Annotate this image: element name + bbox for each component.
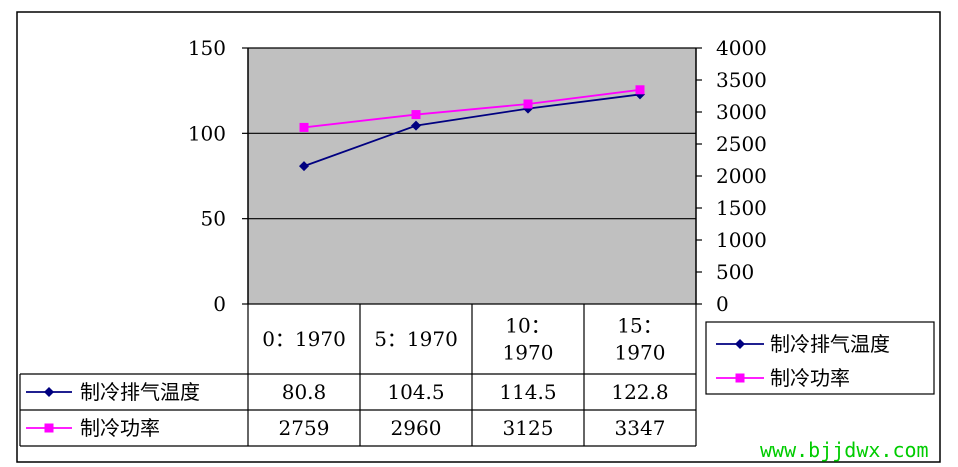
right-tick-label: 3500 bbox=[716, 68, 767, 92]
table-series-name: 制冷功率 bbox=[80, 416, 160, 440]
data-point bbox=[299, 161, 309, 172]
data-label: 122.8 bbox=[611, 380, 668, 404]
data-label: 114.5 bbox=[499, 380, 556, 404]
data-label: 2759 bbox=[279, 416, 330, 440]
right-tick-label: 3000 bbox=[716, 100, 767, 124]
data-label: 3347 bbox=[615, 416, 666, 440]
table-series-name: 制冷排气温度 bbox=[80, 380, 200, 404]
data-point bbox=[523, 99, 533, 109]
data-table: 0：1970 5：1970 10： 1970 15： 1970 制冷排气温度 80.8 104.… bbox=[19, 304, 697, 447]
series-layer bbox=[299, 85, 645, 172]
data-label: 3125 bbox=[503, 416, 554, 440]
right-tick-label: 2000 bbox=[716, 164, 767, 188]
legend-label: 制冷功率 bbox=[770, 366, 850, 390]
legend-label: 制冷排气温度 bbox=[770, 332, 890, 356]
series-line bbox=[303, 93, 641, 167]
watermark: www.bjjdwx.com bbox=[760, 438, 929, 462]
table-legend-key-marker bbox=[44, 387, 54, 397]
left-tick-label: 0 bbox=[213, 292, 226, 316]
left-tick-label: 150 bbox=[188, 36, 226, 60]
legend-key-marker bbox=[735, 373, 745, 383]
data-point bbox=[411, 110, 421, 120]
data-point bbox=[299, 122, 309, 132]
legend-key-marker bbox=[735, 339, 745, 349]
left-tick-label: 100 bbox=[188, 121, 226, 145]
right-axis-ticks: 0 500 1000 1500 2000 2500 3000 3500 4000 bbox=[696, 36, 767, 316]
left-tick-label: 50 bbox=[201, 207, 226, 231]
right-tick-label: 1500 bbox=[716, 196, 767, 220]
data-point bbox=[635, 85, 645, 95]
data-point bbox=[411, 120, 421, 131]
category-label: 5：1970 bbox=[374, 327, 458, 351]
category-label: 15： bbox=[617, 314, 662, 338]
right-tick-label: 0 bbox=[716, 292, 729, 316]
category-label: 1970 bbox=[615, 341, 666, 365]
data-label: 80.8 bbox=[282, 380, 327, 404]
right-tick-label: 1000 bbox=[716, 228, 767, 252]
right-tick-label: 500 bbox=[716, 260, 754, 284]
series-line bbox=[303, 88, 641, 129]
left-axis-ticks: 0 50 100 150 bbox=[188, 36, 248, 316]
right-tick-label: 2500 bbox=[716, 132, 767, 156]
data-label: 2960 bbox=[391, 416, 442, 440]
category-label: 0：1970 bbox=[262, 327, 346, 351]
data-label: 104.5 bbox=[387, 380, 444, 404]
table-legend-key-marker bbox=[44, 423, 54, 433]
right-tick-label: 4000 bbox=[716, 36, 767, 60]
plot-area bbox=[248, 48, 696, 304]
category-label: 10： bbox=[505, 314, 550, 338]
category-label: 1970 bbox=[503, 341, 554, 365]
